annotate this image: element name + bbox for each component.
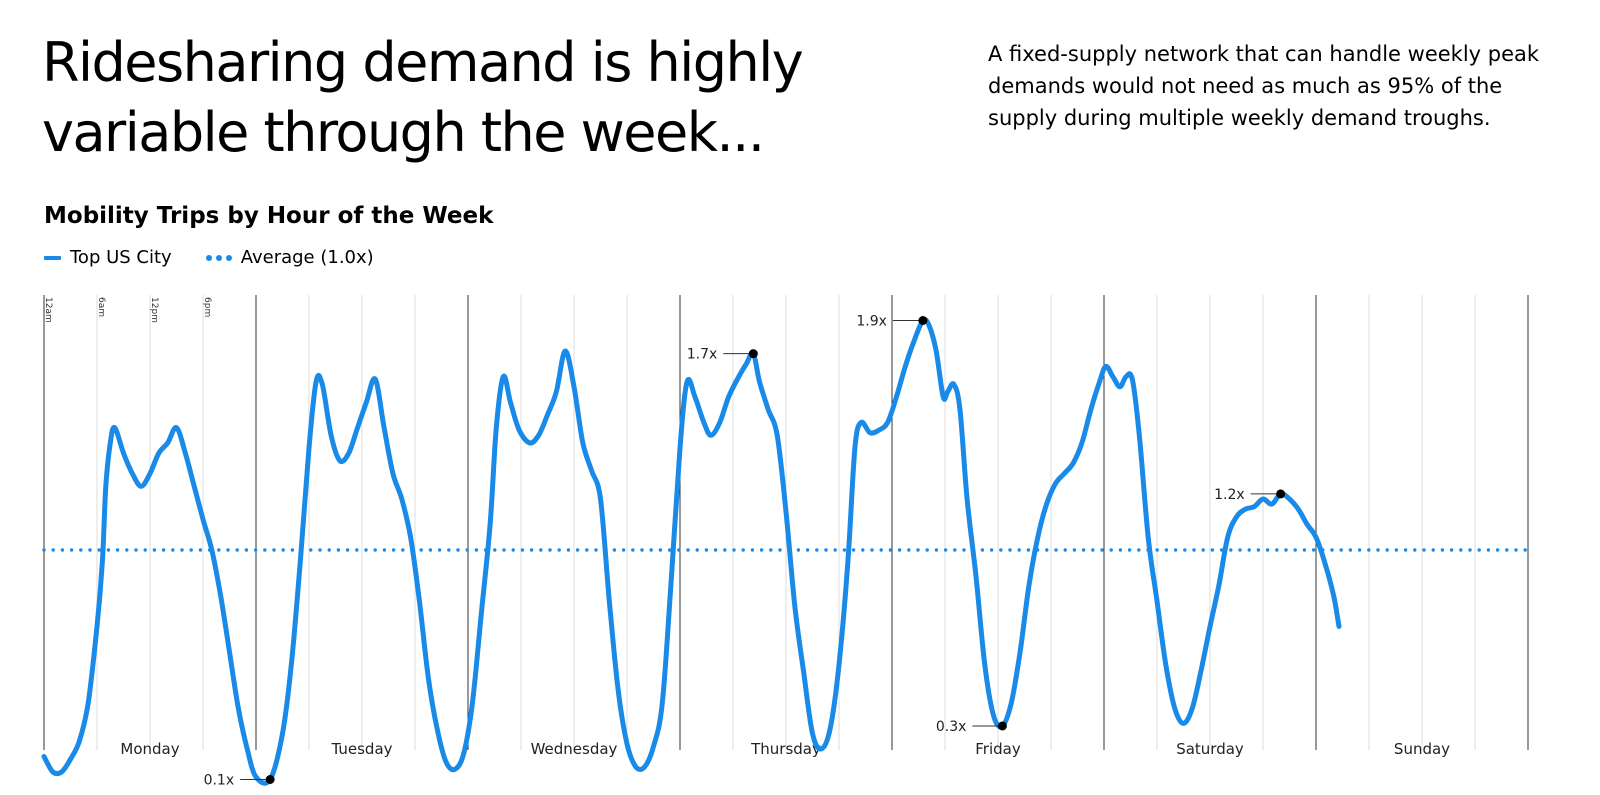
annotation-label: 0.3x <box>936 719 967 735</box>
hour-tick-label: 12pm <box>149 297 159 323</box>
legend-label-average: Average (1.0x) <box>240 247 374 268</box>
annotation-dot <box>997 721 1007 731</box>
legend-swatch-solid <box>44 255 61 260</box>
hour-tick-label: 6am <box>96 297 106 317</box>
annotation-label: 0.1x <box>204 773 235 789</box>
annotation-label: 1.2x <box>1214 487 1245 503</box>
legend-swatch-dotted <box>205 254 232 261</box>
legend-item-average: Average (1.0x) <box>205 247 374 268</box>
annotation-dot <box>265 775 275 784</box>
day-label: Friday <box>975 740 1021 758</box>
annotation-dot <box>1276 489 1286 499</box>
chart-title: Mobility Trips by Hour of the Week <box>44 203 494 229</box>
legend-item-city: Top US City <box>44 247 172 268</box>
annotation-dot <box>748 349 758 359</box>
hour-tick-label: 6pm <box>202 297 212 317</box>
day-label: Thursday <box>750 740 821 758</box>
day-label: Sunday <box>1394 740 1450 758</box>
day-label: Wednesday <box>531 740 618 758</box>
chart-legend: Top US City Average (1.0x) <box>44 247 374 268</box>
side-note: A fixed-supply network that can handle w… <box>988 42 1540 130</box>
annotation-label: 1.9x <box>856 314 887 330</box>
annotation-dot <box>918 316 928 325</box>
legend-label-city: Top US City <box>70 247 172 268</box>
series-line-top-us-city <box>41 317 1342 786</box>
day-label: Saturday <box>1176 740 1244 758</box>
headline: Ridesharing demand is highly variable th… <box>42 31 804 164</box>
day-label: Monday <box>120 740 179 758</box>
annotation-label: 1.7x <box>687 347 718 363</box>
day-label: Tuesday <box>330 740 392 758</box>
hour-tick-label: 12am <box>43 297 53 323</box>
